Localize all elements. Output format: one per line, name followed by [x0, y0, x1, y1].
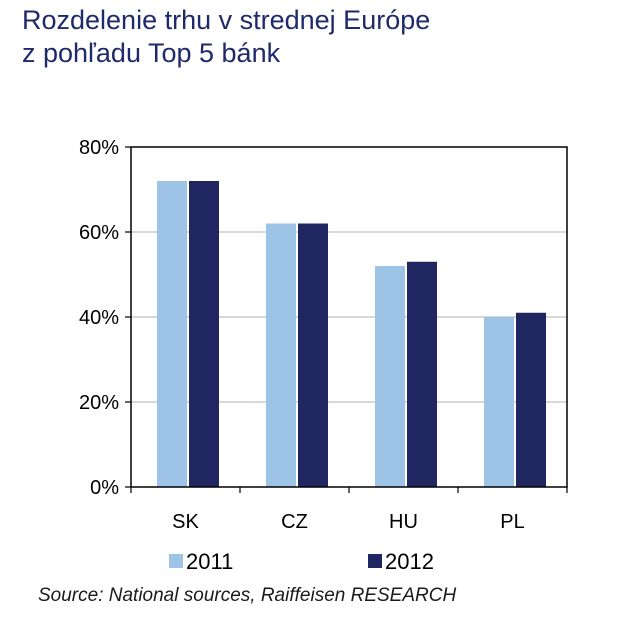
legend-swatch-2011: [169, 554, 183, 568]
x-tick-label-pl: PL: [500, 511, 524, 533]
x-tick-label-sk: SK: [172, 511, 199, 533]
bar-pl-2012: [516, 312, 546, 487]
chart-title-line-1: Rozdelenie trhu v strednej Európe: [22, 5, 431, 35]
legend-label-2011: 2011: [186, 549, 233, 574]
y-tick-label-1: 20%: [79, 392, 119, 414]
bar-hu-2012: [407, 261, 437, 487]
x-tick-label-hu: HU: [389, 511, 418, 533]
y-tick-label-3: 60%: [79, 222, 119, 244]
legend-swatch-2012: [368, 554, 382, 568]
bar-sk-2012: [189, 181, 219, 487]
chart-title-line-2: z pohľadu Top 5 bánk: [22, 38, 281, 68]
bar-sk-2011: [157, 181, 187, 487]
bar-cz-2012: [298, 223, 328, 487]
x-tick-label-cz: CZ: [281, 511, 308, 533]
bar-pl-2011: [484, 317, 514, 487]
bar-cz-2011: [266, 223, 296, 487]
y-tick-label-0: 0%: [90, 477, 119, 499]
y-tick-label-4: 80%: [79, 137, 119, 159]
legend-label-2012: 2012: [385, 549, 434, 574]
y-tick-label-2: 40%: [79, 307, 119, 329]
bar-hu-2011: [375, 266, 405, 487]
chart-title: Rozdelenie trhu v strednej Európe z pohľ…: [22, 4, 430, 70]
source-note: Source: National sources, Raiffeisen RES…: [38, 585, 457, 606]
